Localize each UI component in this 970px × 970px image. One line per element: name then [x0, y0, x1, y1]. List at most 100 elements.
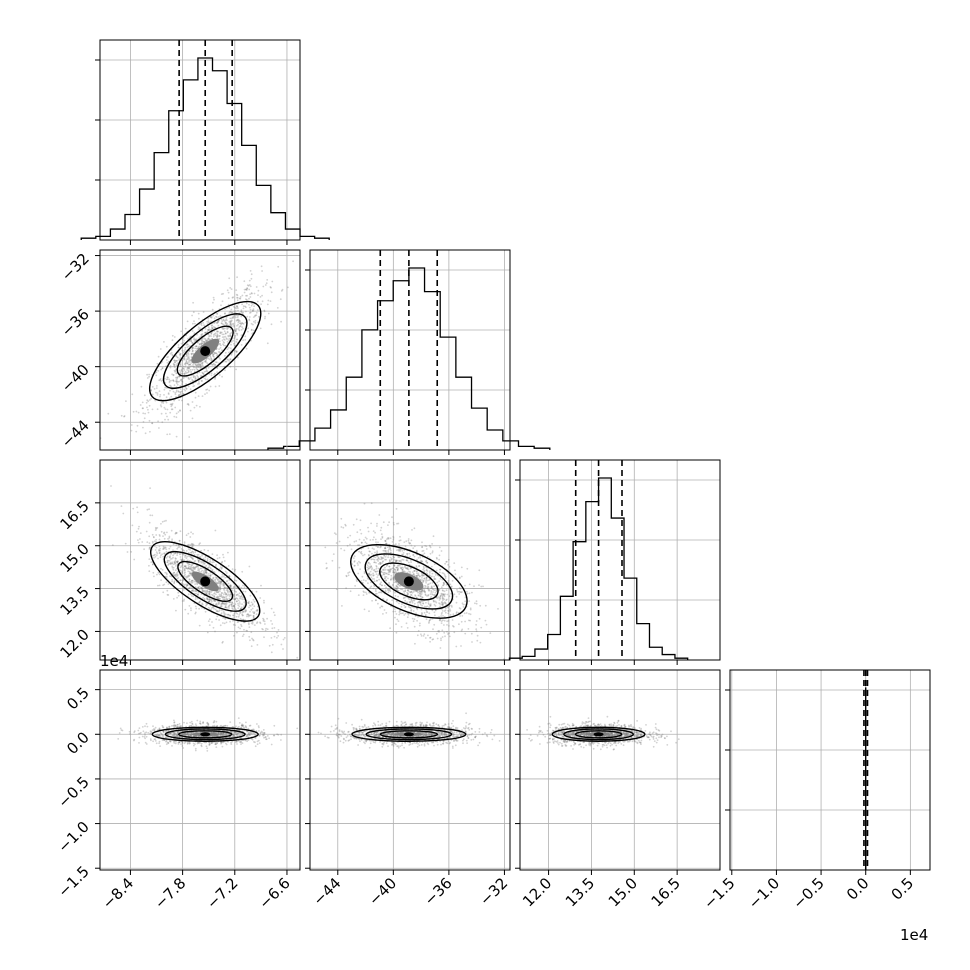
scatter-point: [441, 601, 444, 604]
scatter-point: [160, 567, 162, 570]
scatter-point: [158, 379, 161, 382]
scatter-point: [392, 610, 395, 613]
scatter-point: [418, 600, 421, 603]
scatter-point: [176, 731, 179, 734]
scatter-point: [197, 328, 200, 330]
scatter-point: [233, 589, 236, 592]
scatter-point: [423, 633, 426, 636]
scatter-point: [150, 397, 153, 400]
panel-frame: [99, 249, 301, 451]
scatter-point: [366, 564, 369, 566]
scatter-point: [249, 614, 252, 617]
scatter-point: [223, 320, 226, 322]
scatter-point: [227, 303, 230, 306]
scatter-point: [367, 573, 370, 575]
scatter-point: [413, 570, 416, 572]
scatter-point: [362, 582, 364, 584]
scatter-point: [151, 729, 154, 731]
scatter-point: [169, 403, 172, 406]
scatter-point: [202, 372, 205, 375]
scatter-point: [207, 333, 210, 336]
scatter-point: [389, 588, 391, 591]
scatter-point: [257, 294, 259, 296]
scatter-point: [413, 625, 416, 628]
scatter-point: [220, 595, 223, 598]
scatter-point: [206, 557, 209, 560]
scatter-point: [440, 594, 443, 596]
scatter-point: [202, 372, 204, 374]
scatter-point: [456, 590, 459, 593]
scatter-point: [222, 292, 225, 295]
scatter-point: [425, 577, 428, 579]
scatter-point: [175, 368, 177, 371]
scatter-point: [234, 350, 237, 352]
scatter-point: [379, 591, 381, 594]
scatter-point: [242, 610, 245, 613]
scatter-point: [225, 597, 228, 600]
scatter-point: [392, 569, 395, 572]
scatter-point: [121, 729, 124, 732]
scatter-point: [197, 565, 199, 568]
scatter-point: [419, 600, 421, 603]
scatter-point: [377, 560, 379, 562]
scatter-point: [151, 514, 154, 517]
scatter-point: [384, 568, 387, 571]
scatter-point: [219, 583, 222, 586]
scatter-point: [236, 305, 239, 307]
scatter-point: [145, 401, 148, 404]
scatter-point: [200, 745, 203, 748]
scatter-point: [165, 557, 168, 559]
scatter-point: [189, 734, 192, 736]
scatter-point: [376, 576, 379, 578]
scatter-point: [399, 584, 402, 587]
scatter-point: [213, 607, 215, 610]
scatter-point: [191, 566, 194, 569]
scatter-point: [212, 325, 215, 328]
scatter-point: [206, 598, 209, 600]
scatter-point: [241, 598, 244, 601]
scatter-point: [447, 579, 450, 582]
scatter-point: [256, 609, 259, 612]
scatter-point: [177, 743, 180, 745]
scatter-point: [190, 352, 193, 355]
scatter-point: [363, 502, 366, 505]
scatter-point: [141, 735, 144, 738]
scatter-point: [201, 561, 204, 563]
scatter-point: [251, 603, 254, 605]
scatter-point: [422, 580, 425, 582]
scatter-point: [440, 639, 442, 642]
scatter-point: [194, 560, 197, 562]
scatter-point: [423, 611, 426, 614]
scatter-point: [180, 342, 183, 345]
scatter-point: [214, 385, 217, 388]
scatter-point: [366, 566, 369, 569]
scatter-point: [170, 385, 172, 388]
scatter-point: [448, 566, 451, 568]
scatter-point: [182, 341, 185, 344]
scatter-point: [221, 596, 224, 599]
scatter-point: [218, 348, 221, 350]
scatter-point: [188, 563, 191, 565]
scatter-point: [387, 591, 390, 594]
scatter-point: [199, 327, 201, 330]
scatter-point: [183, 565, 186, 568]
scatter-point: [395, 543, 397, 545]
scatter-point: [383, 569, 385, 572]
scatter-point: [218, 343, 221, 346]
scatter-point: [223, 584, 226, 587]
scatter-point: [210, 600, 213, 603]
scatter-point: [172, 731, 174, 734]
scatter-point: [240, 344, 243, 346]
scatter-point: [206, 590, 208, 592]
scatter-point: [406, 616, 409, 619]
scatter-point: [174, 574, 177, 577]
scatter-point: [230, 331, 233, 334]
scatter-point: [447, 606, 449, 609]
scatter-point: [225, 580, 228, 583]
scatter-point: [182, 365, 185, 368]
scatter-point: [174, 574, 176, 577]
scatter-point: [414, 590, 417, 593]
scatter-point: [219, 581, 222, 583]
scatter-point: [248, 318, 251, 321]
scatter-point: [346, 544, 349, 547]
